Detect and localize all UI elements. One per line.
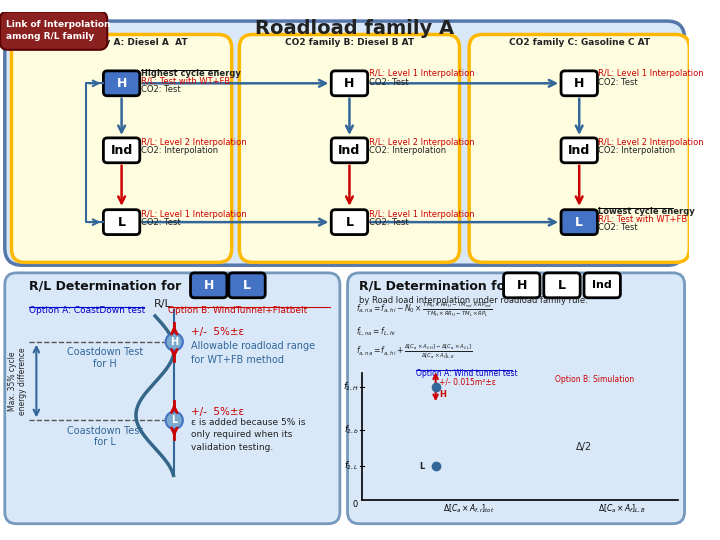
Text: R/L Determination for: R/L Determination for: [359, 280, 511, 293]
Text: CO2 family A: Diesel A  AT: CO2 family A: Diesel A AT: [55, 38, 188, 46]
FancyBboxPatch shape: [561, 210, 598, 234]
Text: Coastdown Test
for H: Coastdown Test for H: [67, 347, 143, 369]
FancyBboxPatch shape: [104, 138, 140, 163]
Text: Max. 35% cycle
energy difference: Max. 35% cycle energy difference: [7, 347, 27, 415]
FancyBboxPatch shape: [104, 210, 140, 234]
Text: $\Delta[C_a \times A_f]_{L,B}$: $\Delta[C_a \times A_f]_{L,B}$: [598, 503, 647, 516]
FancyBboxPatch shape: [503, 273, 540, 298]
Text: R/L: Level 2 Interpolation: R/L: Level 2 Interpolation: [140, 138, 246, 147]
Text: Option A: Wind tunnel test: Option A: Wind tunnel test: [416, 369, 518, 377]
Text: CO2: Test: CO2: Test: [140, 85, 181, 94]
Text: by Road load interpolation under roadload family rule:: by Road load interpolation under roadloa…: [359, 296, 588, 305]
FancyBboxPatch shape: [331, 71, 368, 96]
Text: H: H: [574, 77, 585, 90]
Text: Roadload family A: Roadload family A: [255, 19, 454, 38]
Text: L: L: [346, 215, 354, 228]
Text: CO2: Test: CO2: Test: [598, 223, 638, 232]
Circle shape: [166, 333, 183, 350]
Text: L: L: [243, 279, 251, 292]
Text: Highest cycle energy: Highest cycle energy: [140, 69, 240, 78]
Text: L: L: [558, 279, 566, 292]
Text: L: L: [117, 215, 125, 228]
Text: ε is added because 5% is
only required when its
validation testing.: ε is added because 5% is only required w…: [192, 417, 306, 451]
Text: R/L: Level 2 Interpolation: R/L: Level 2 Interpolation: [598, 138, 704, 147]
Text: $\Delta[C_a \times A_{f,r}]_{tot}$: $\Delta[C_a \times A_{f,r}]_{tot}$: [444, 503, 495, 516]
Text: Ind: Ind: [568, 144, 590, 157]
Text: R/L Determination for: R/L Determination for: [29, 280, 181, 293]
Text: Ind: Ind: [110, 144, 132, 157]
FancyBboxPatch shape: [229, 273, 265, 298]
Text: CO2: Test: CO2: Test: [598, 78, 638, 86]
Text: CO2: Test: CO2: Test: [369, 78, 408, 86]
Text: H: H: [204, 279, 214, 292]
Text: H: H: [117, 77, 127, 90]
Text: $f_{L,na} = f_{L,hi}$: $f_{L,na} = f_{L,hi}$: [356, 326, 396, 339]
Text: R/L: Level 1 Interpolation: R/L: Level 1 Interpolation: [369, 210, 474, 219]
Text: Coastdown Test
for L: Coastdown Test for L: [67, 426, 143, 447]
Text: $f_{2,L}$: $f_{2,L}$: [344, 460, 359, 472]
Text: R/L: Test with WT+FB: R/L: Test with WT+FB: [598, 214, 688, 224]
FancyBboxPatch shape: [544, 273, 580, 298]
Text: R/L: R/L: [154, 299, 171, 309]
Text: L: L: [575, 215, 583, 228]
Text: $f_{2,H}$: $f_{2,H}$: [343, 381, 359, 393]
Text: $f_{a,na} = f_{a,hi} - N_0 \times \frac{TM_H \times RR_H - TM_{ind} \times RP_{i: $f_{a,na} = f_{a,hi} - N_0 \times \frac{…: [356, 301, 492, 319]
Text: CO2: Test: CO2: Test: [369, 218, 408, 227]
Text: Δ/2: Δ/2: [576, 442, 592, 452]
Text: CO2 family B: Diesel B AT: CO2 family B: Diesel B AT: [285, 38, 414, 46]
Text: CO2: Interpolation: CO2: Interpolation: [140, 146, 218, 156]
FancyBboxPatch shape: [561, 138, 598, 163]
FancyBboxPatch shape: [348, 273, 685, 524]
Text: L: L: [171, 415, 177, 426]
Text: CO2: Interpolation: CO2: Interpolation: [369, 146, 446, 156]
Text: H: H: [344, 77, 355, 90]
FancyBboxPatch shape: [331, 138, 368, 163]
Text: Option A: CoastDown test: Option A: CoastDown test: [29, 306, 145, 315]
FancyBboxPatch shape: [561, 71, 598, 96]
Text: Ind: Ind: [593, 280, 612, 291]
Text: Link of Interpolation
among R/L family: Link of Interpolation among R/L family: [6, 21, 110, 41]
Text: H: H: [516, 279, 527, 292]
Text: Lowest cycle energy: Lowest cycle energy: [598, 207, 695, 216]
FancyBboxPatch shape: [0, 11, 107, 50]
Text: H: H: [170, 337, 179, 347]
Text: Option B: WindTunnel+Flatbelt: Option B: WindTunnel+Flatbelt: [168, 306, 307, 315]
Text: +/- 0.015m²±ε: +/- 0.015m²±ε: [439, 377, 496, 387]
Text: CO2 family C: Gasoline C AT: CO2 family C: Gasoline C AT: [508, 38, 649, 46]
FancyBboxPatch shape: [584, 273, 621, 298]
Text: $f_{a,na} = f_{a,hi} + \frac{\Delta[C_a \times A_{f,H}] - \Delta[C_a \times A_{f: $f_{a,na} = f_{a,hi} + \frac{\Delta[C_a …: [356, 342, 473, 361]
FancyBboxPatch shape: [5, 21, 685, 265]
Text: R/L: Level 1 Interpolation: R/L: Level 1 Interpolation: [140, 210, 246, 219]
FancyBboxPatch shape: [5, 273, 340, 524]
FancyBboxPatch shape: [104, 71, 140, 96]
FancyBboxPatch shape: [239, 35, 459, 262]
Text: CO2: Interpolation: CO2: Interpolation: [598, 146, 675, 156]
Text: +/-  5%±ε: +/- 5%±ε: [192, 327, 245, 338]
Text: $f_{2,b}$: $f_{2,b}$: [344, 424, 359, 436]
Text: Option B: Simulation: Option B: Simulation: [555, 375, 634, 384]
Text: R/L: Test with WT+FB: R/L: Test with WT+FB: [140, 77, 230, 86]
FancyBboxPatch shape: [12, 35, 232, 262]
Text: 0: 0: [353, 500, 358, 509]
Text: H: H: [439, 390, 446, 399]
FancyBboxPatch shape: [331, 210, 368, 234]
Text: Ind: Ind: [338, 144, 361, 157]
Text: R/L: Level 2 Interpolation: R/L: Level 2 Interpolation: [369, 138, 474, 147]
Text: CO2: Test: CO2: Test: [140, 218, 181, 227]
Circle shape: [166, 411, 183, 429]
Text: L: L: [419, 462, 424, 471]
Text: +/-  5%±ε: +/- 5%±ε: [192, 407, 245, 417]
FancyBboxPatch shape: [469, 35, 689, 262]
Text: R/L: Level 1 Interpolation: R/L: Level 1 Interpolation: [598, 69, 704, 78]
FancyBboxPatch shape: [191, 273, 227, 298]
Text: R/L: Level 1 Interpolation: R/L: Level 1 Interpolation: [369, 69, 474, 78]
Text: Allowable roadload range
for WT+FB method: Allowable roadload range for WT+FB metho…: [192, 341, 315, 365]
